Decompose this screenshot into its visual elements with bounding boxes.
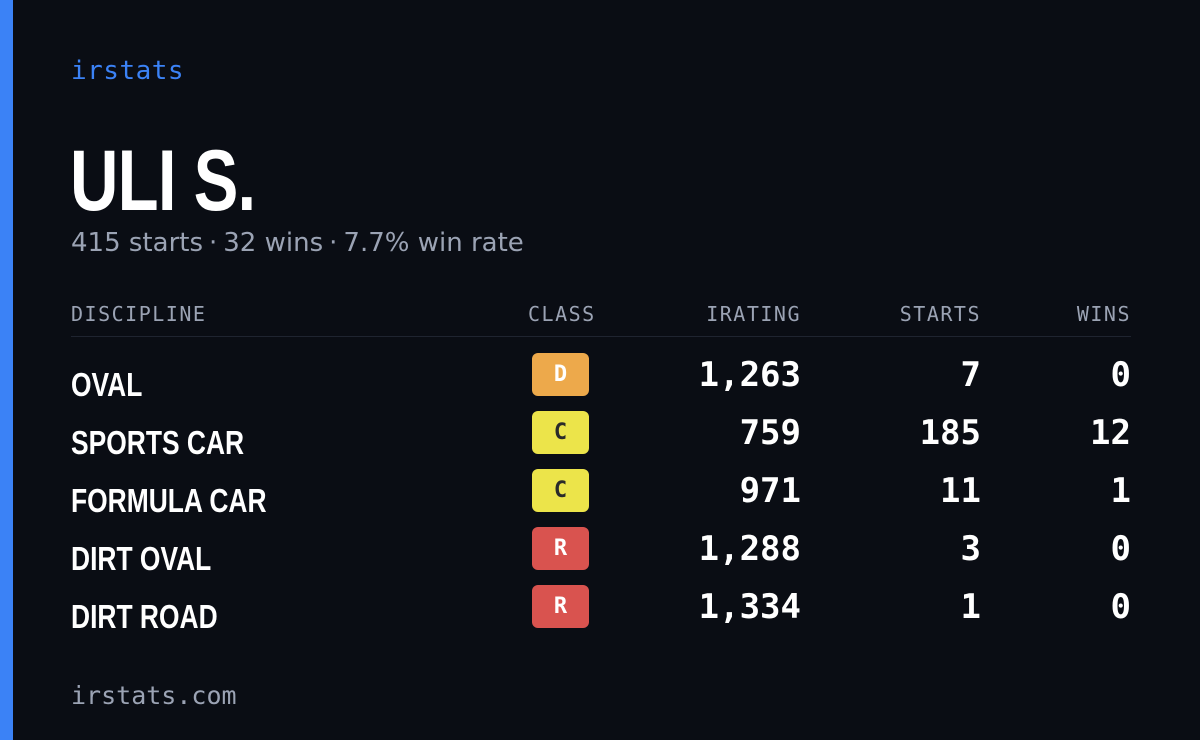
brand-logo: irstats (71, 56, 185, 86)
header-irating: IRATING (706, 302, 801, 326)
starts-value: 1 (960, 587, 981, 627)
wins-value: 12 (1090, 413, 1131, 453)
license-table: DISCIPLINE CLASS IRATING STARTS WINS OVA… (71, 298, 1131, 643)
discipline-name: OVAL (71, 366, 143, 403)
irating-value: 1,263 (698, 355, 801, 395)
table-row: SPORTS CAR C 759 185 12 (71, 411, 1131, 469)
starts-value: 7 (960, 355, 981, 395)
class-badge: C (532, 411, 589, 454)
table-row: FORMULA CAR C 971 11 1 (71, 469, 1131, 527)
table-header: DISCIPLINE CLASS IRATING STARTS WINS (71, 298, 1131, 337)
wins-value: 0 (1110, 529, 1131, 569)
table-row: DIRT OVAL R 1,288 3 0 (71, 527, 1131, 585)
irating-value: 1,334 (698, 587, 801, 627)
discipline-name: DIRT OVAL (71, 540, 212, 577)
table-body: OVAL D 1,263 7 0 SPORTS CAR C 759 185 12… (71, 337, 1131, 643)
table-row: DIRT ROAD R 1,334 1 0 (71, 585, 1131, 643)
irating-value: 971 (739, 471, 801, 511)
total-starts: 415 starts (71, 228, 203, 258)
wins-value: 0 (1110, 587, 1131, 627)
total-wins: 32 wins (223, 228, 324, 258)
discipline-name: FORMULA CAR (71, 482, 267, 519)
class-badge: R (532, 585, 589, 628)
header-discipline: DISCIPLINE (71, 302, 207, 326)
discipline-name: SPORTS CAR (71, 424, 245, 461)
starts-value: 185 (919, 413, 981, 453)
career-summary: 415 starts · 32 wins · 7.7% win rate (71, 228, 524, 258)
footer-url[interactable]: irstats.com (71, 681, 237, 710)
driver-name: ULI S. (70, 133, 256, 229)
header-starts: STARTS (899, 302, 981, 326)
header-class: CLASS (528, 302, 596, 326)
discipline-name: DIRT ROAD (71, 598, 218, 635)
accent-bar (0, 0, 13, 740)
separator-dot: · (209, 228, 218, 258)
starts-value: 11 (940, 471, 981, 511)
win-rate: 7.7% win rate (343, 228, 524, 258)
class-badge: C (532, 469, 589, 512)
class-badge: R (532, 527, 589, 570)
separator-dot: · (329, 228, 338, 258)
wins-value: 1 (1110, 471, 1131, 511)
header-wins: WINS (1076, 302, 1131, 326)
wins-value: 0 (1110, 355, 1131, 395)
irating-value: 759 (739, 413, 801, 453)
starts-value: 3 (960, 529, 981, 569)
irating-value: 1,288 (698, 529, 801, 569)
class-badge: D (532, 353, 589, 396)
table-row: OVAL D 1,263 7 0 (71, 353, 1131, 411)
